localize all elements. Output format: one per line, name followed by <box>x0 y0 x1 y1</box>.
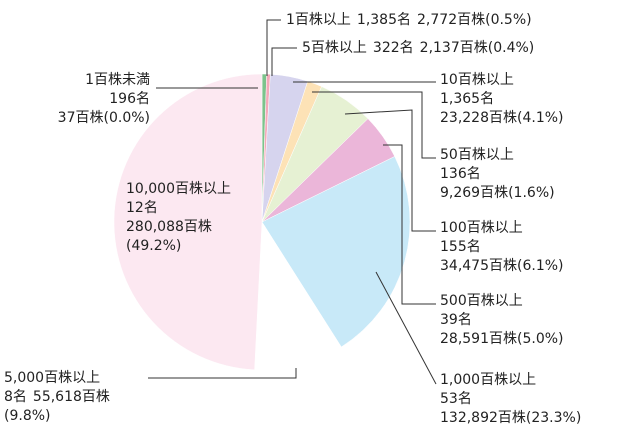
pie-slice <box>261 156 411 348</box>
value-labels: (0.5%) <box>485 12 532 28</box>
slice-label: 10,000百株以上 12名 280,088百株 (49.2%) <box>126 181 231 254</box>
holders: 136名 <box>440 166 481 182</box>
value-labels: (6.1%) <box>517 258 564 274</box>
shares: 132,892百株 <box>440 410 526 426</box>
leader-line <box>383 144 436 305</box>
leader-line <box>312 91 436 159</box>
slice-label: 1,000百株以上 53名 132,892百株(23.3%) <box>440 372 581 426</box>
leader-line <box>375 271 437 385</box>
shares: 2,772百株 <box>417 12 485 28</box>
leader-line <box>266 19 281 76</box>
shares: 280,088百株 <box>126 219 212 235</box>
category-label: 100百株以上 <box>440 220 523 236</box>
category-label: 1,000百株以上 <box>440 372 536 388</box>
category-label: 10,000百株以上 <box>126 181 231 197</box>
shares: 37百株 <box>58 110 104 126</box>
holders: 196名 <box>109 91 150 107</box>
value-labels: (5.0%) <box>517 331 564 347</box>
shares: 23,228百株 <box>440 110 517 126</box>
value-labels: (1.6%) <box>508 185 555 201</box>
slice-label: 50百株以上 136名 9,269百株(1.6%) <box>440 147 555 201</box>
value-labels: (0.0%) <box>104 110 151 126</box>
slice-label: 5百株以上 322名 2,137百株(0.4%) <box>302 40 534 56</box>
holders: 53名 <box>440 391 472 407</box>
leader-line <box>148 368 297 379</box>
holders: 39名 <box>440 312 472 328</box>
holders: 155名 <box>440 239 481 255</box>
category-label: 1百株以上 <box>286 12 351 28</box>
category-label: 10百株以上 <box>440 72 514 88</box>
value-labels: (49.2%) <box>126 238 181 254</box>
holders: 8名 <box>4 389 27 405</box>
category-label: 500百株以上 <box>440 293 523 309</box>
value-labels: (0.4%) <box>488 40 535 56</box>
leader-line <box>344 109 436 232</box>
value-labels: (4.1%) <box>517 110 564 126</box>
category-label: 5,000百株以上 <box>4 370 100 386</box>
category-label: 1百株未満 <box>85 72 150 88</box>
shares: 34,475百株 <box>440 258 517 274</box>
holders: 1,365名 <box>440 91 494 107</box>
value-labels: (9.8%) <box>4 408 51 424</box>
slice-label: 500百株以上 39名 28,591百株(5.0%) <box>440 293 564 347</box>
value-labels: (23.3%) <box>526 410 581 426</box>
holders: 322名 <box>373 40 414 56</box>
slice-label: 10百株以上 1,365名 23,228百株(4.1%) <box>440 72 564 126</box>
pie-slice <box>113 73 263 371</box>
category-label: 50百株以上 <box>440 147 514 163</box>
slice-label: 5,000百株以上 8名 55,618百株 (9.8%) <box>4 370 110 424</box>
shares: 2,137百株 <box>420 40 488 56</box>
holders: 12名 <box>126 200 158 216</box>
leader-line <box>271 47 297 76</box>
shares: 28,591百株 <box>440 331 517 347</box>
category-label: 5百株以上 <box>302 40 367 56</box>
slice-label: 1百株未満 196名 37百株(0.0%) <box>58 72 150 126</box>
shares: 9,269百株 <box>440 185 508 201</box>
slice-label: 100百株以上 155名 34,475百株(6.1%) <box>440 220 564 274</box>
shares: 55,618百株 <box>33 389 110 405</box>
pie-slice <box>254 221 342 371</box>
holders: 1,385名 <box>357 12 411 28</box>
slice-label: 1百株以上 1,385名 2,772百株(0.5%) <box>286 12 532 28</box>
